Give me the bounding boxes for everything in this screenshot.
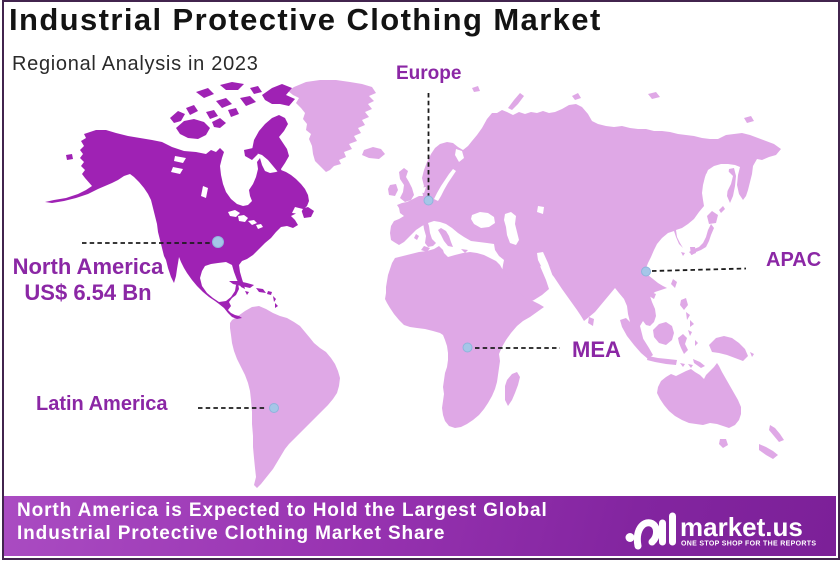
svg-text:market.us: market.us [680, 512, 803, 542]
svg-text:ONE STOP SHOP FOR THE REPORTS: ONE STOP SHOP FOR THE REPORTS [681, 541, 816, 548]
